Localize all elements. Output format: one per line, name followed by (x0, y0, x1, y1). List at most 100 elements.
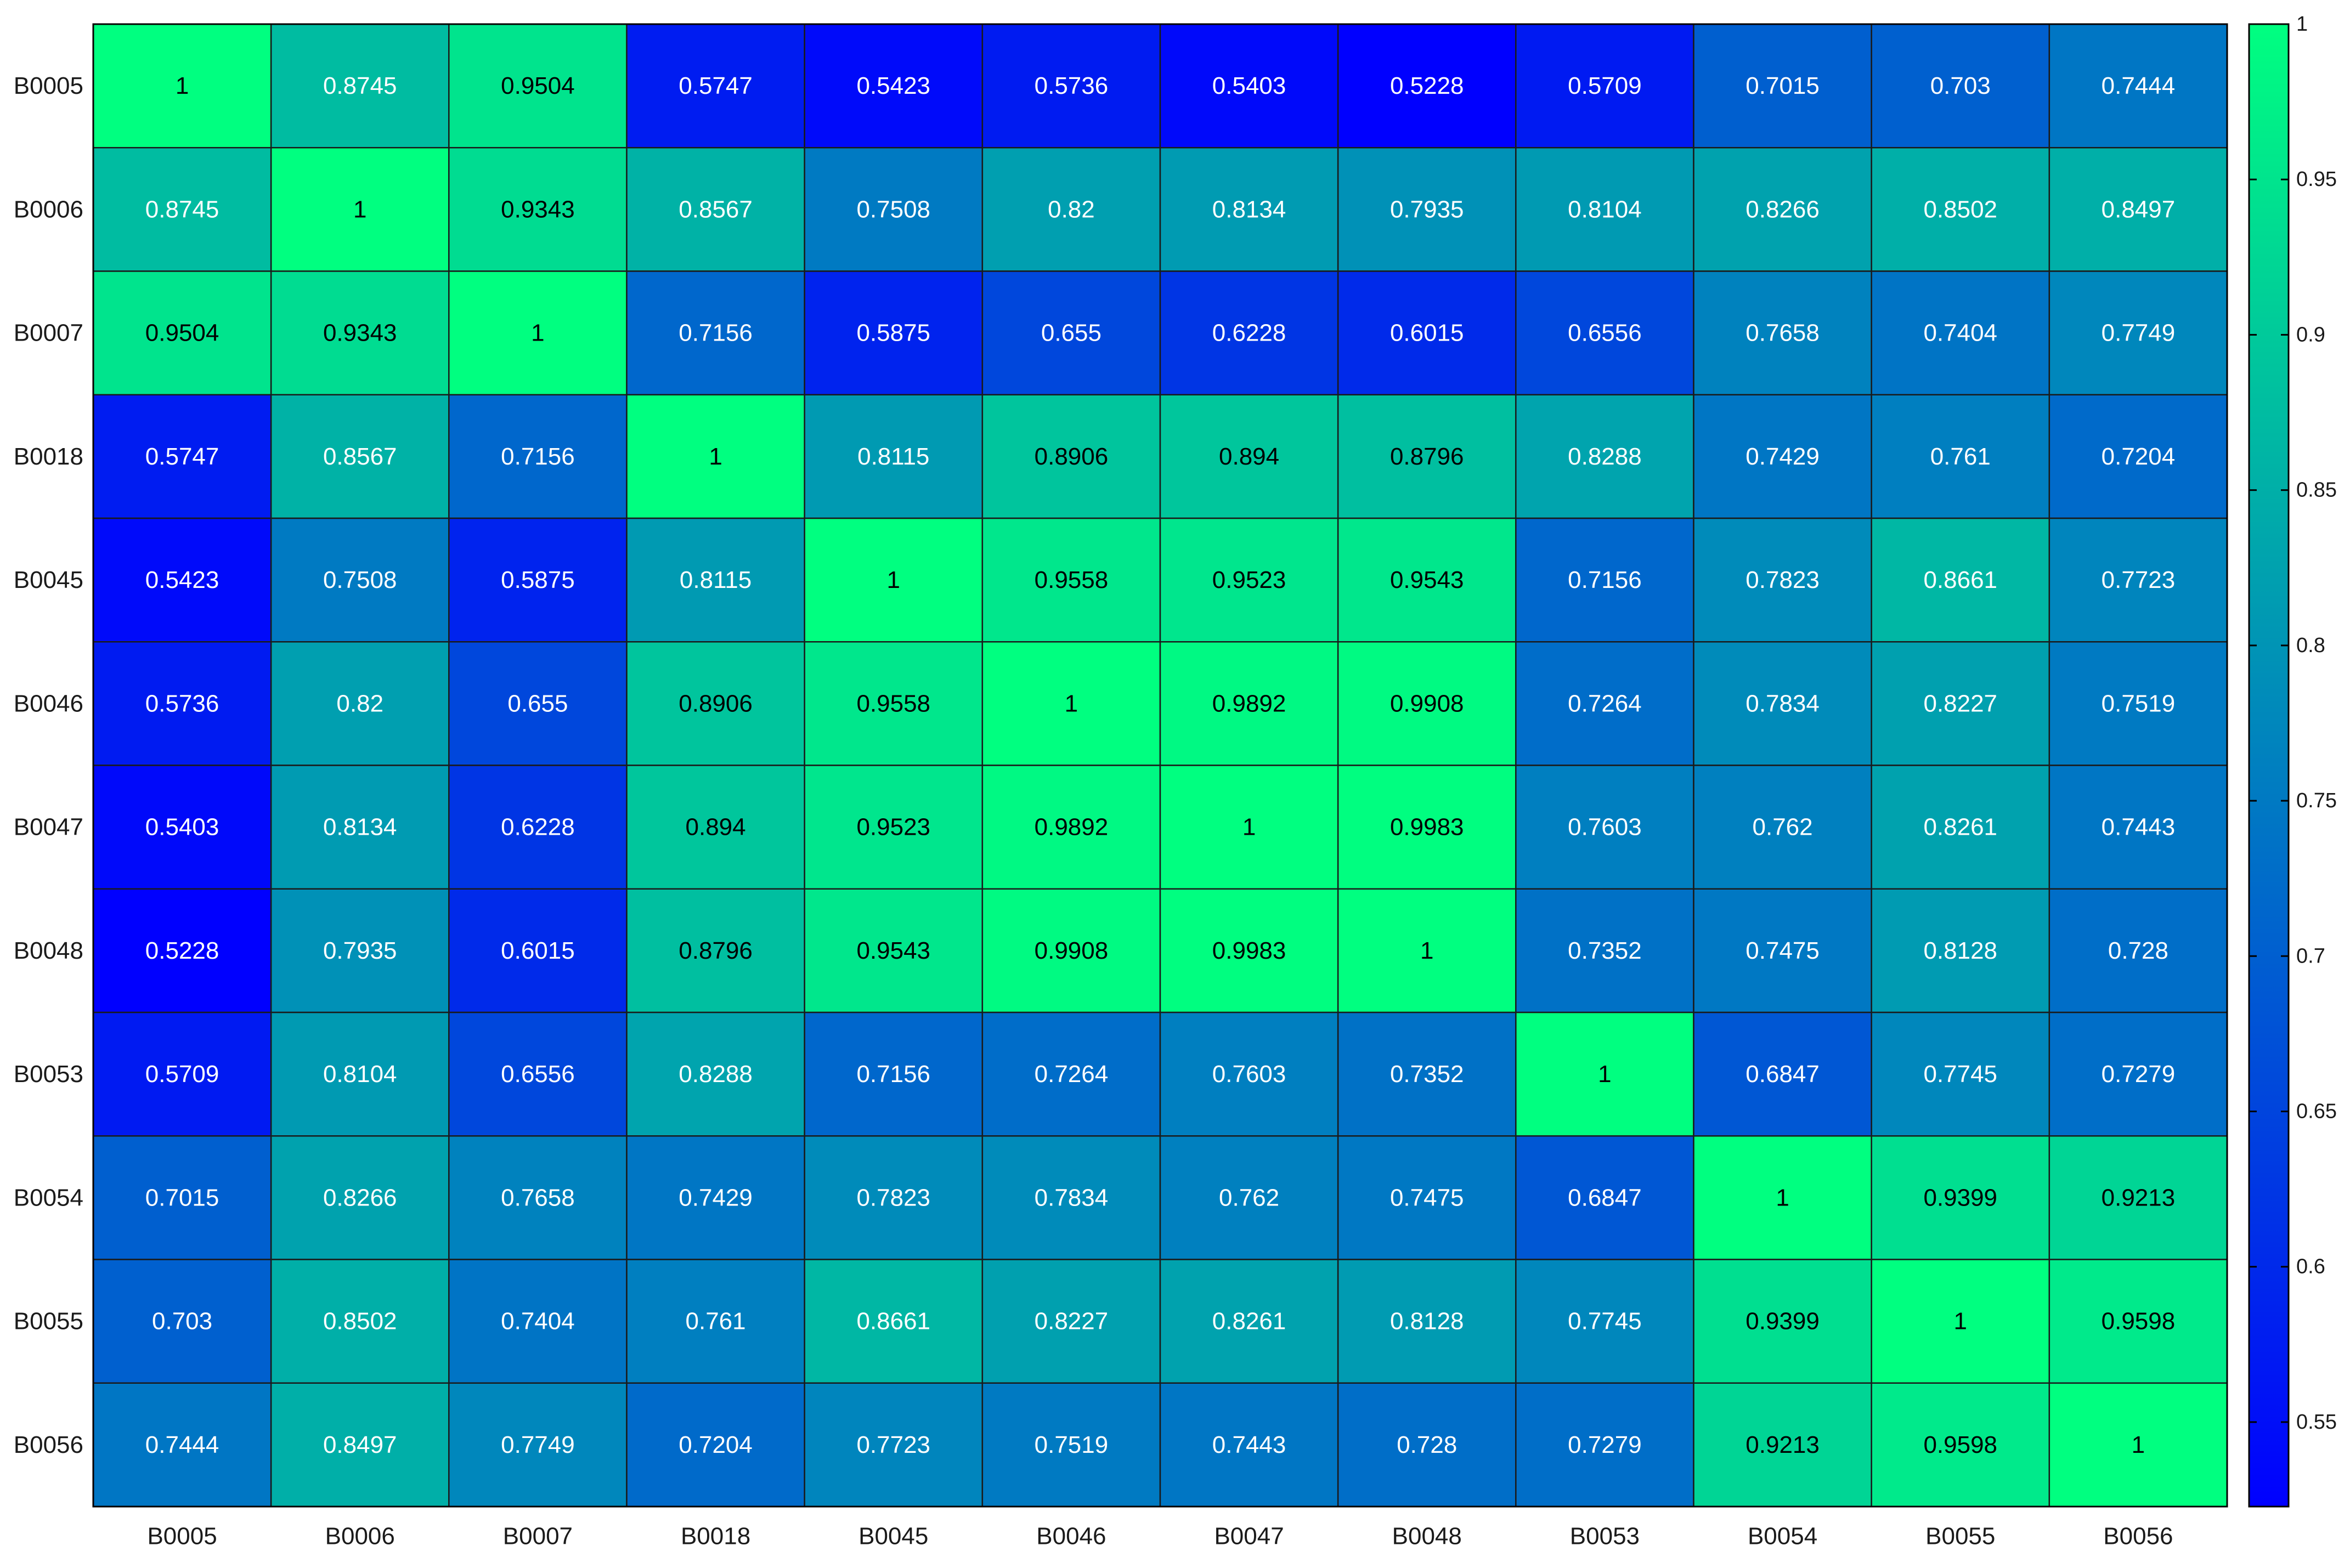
heatmap-cell-label: 0.9598 (2102, 1308, 2176, 1335)
heatmap-cell-label: 0.7723 (856, 1431, 930, 1458)
heatmap-cell (1159, 147, 1339, 272)
heatmap-cell-label: 0.8261 (1212, 1308, 1286, 1335)
heatmap-cell (1337, 1011, 1517, 1137)
heatmap-cell-label: 0.9983 (1390, 814, 1464, 841)
heatmap-cell (1693, 147, 1872, 272)
heatmap-cells (92, 23, 2228, 1508)
heatmap-cell-label: 0.7279 (1568, 1431, 1642, 1458)
heatmap-cell-label: 0.7015 (1745, 72, 1820, 99)
heatmap-cell-label: 0.8104 (1568, 196, 1642, 223)
heatmap-cell-label: 0.703 (152, 1308, 212, 1335)
heatmap-cell (1159, 1135, 1339, 1260)
colorbar-tick-label: 0.75 (2296, 789, 2337, 812)
heatmap-cell-label: 0.7443 (2102, 814, 2176, 841)
heatmap-cell-label: 0.7519 (2102, 690, 2176, 717)
heatmap-cell (448, 1135, 628, 1260)
heatmap-cell-label: 0.9543 (1390, 567, 1464, 593)
heatmap-cell (92, 517, 272, 643)
x-tick-label: B0054 (1748, 1523, 1817, 1550)
heatmap-cell-label: 0.7444 (145, 1431, 219, 1458)
x-tick-label: B0018 (681, 1523, 750, 1550)
heatmap-cell-labels: 1 0.8745 0.9504 0.5747 0.5423 0.5736 0.5403 0.5… (145, 72, 2175, 1458)
heatmap-cell (1693, 1259, 1872, 1384)
heatmap-cell (1515, 517, 1694, 643)
heatmap-cell-label: 0.7508 (856, 196, 930, 223)
colorbar-tick-label: 0.8 (2296, 634, 2325, 657)
heatmap-cell-label: 0.6556 (1568, 320, 1642, 347)
heatmap-cell-label: 1 (176, 72, 189, 99)
x-tick-label: B0045 (858, 1523, 928, 1550)
heatmap-cell (1871, 1382, 2050, 1508)
heatmap-cell (1159, 1011, 1339, 1137)
heatmap-cell-label: 0.5423 (856, 72, 930, 99)
heatmap-cell-label: 0.7745 (1568, 1308, 1642, 1335)
heatmap-cell (1159, 1259, 1339, 1384)
colorbar-tick-label: 0.65 (2296, 1100, 2337, 1123)
heatmap-cell (981, 765, 1161, 890)
heatmap-cell-label: 0.7279 (2102, 1061, 2176, 1088)
heatmap-cell (626, 888, 805, 1014)
heatmap-cell-label: 0.9598 (1923, 1431, 1997, 1458)
heatmap-cell-label: 0.7519 (1035, 1431, 1109, 1458)
heatmap-cell (1871, 765, 2050, 890)
heatmap-cell-label: 0.894 (1219, 443, 1279, 470)
heatmap-cell-label: 0.8745 (323, 72, 397, 99)
heatmap-cell (1693, 888, 1872, 1014)
heatmap-cell (1871, 394, 2050, 519)
y-tick-label: B0055 (14, 1308, 83, 1335)
heatmap-cell (1693, 23, 1872, 149)
y-tick-label: B0056 (14, 1431, 83, 1458)
heatmap-cell (270, 517, 450, 643)
heatmap-cell-label: 0.6847 (1745, 1061, 1820, 1088)
heatmap-cell (270, 888, 450, 1014)
heatmap-cell (1337, 147, 1517, 272)
heatmap-cell-label: 0.8661 (1923, 567, 1997, 593)
heatmap-cell-label: 0.7352 (1568, 937, 1642, 964)
heatmap-cell-label: 0.7823 (1745, 567, 1820, 593)
heatmap-cell-label: 0.7444 (2102, 72, 2176, 99)
heatmap-cell (2048, 888, 2228, 1014)
heatmap-cell (92, 270, 272, 395)
heatmap-cell-label: 0.8288 (679, 1061, 753, 1088)
heatmap-cell (1515, 147, 1694, 272)
heatmap-cell (1693, 641, 1872, 766)
heatmap-cell (804, 1259, 984, 1384)
heatmap-cell-label: 0.7156 (679, 320, 753, 347)
heatmap-cell (448, 765, 628, 890)
heatmap-cell-label: 0.7443 (1212, 1431, 1286, 1458)
heatmap-cell-label: 0.8128 (1923, 937, 1997, 964)
heatmap-cell (626, 1135, 805, 1260)
heatmap-cell (2048, 765, 2228, 890)
y-tick-label: B0046 (14, 690, 83, 717)
heatmap-cell (2048, 270, 2228, 395)
heatmap-cell-label: 0.9543 (856, 937, 930, 964)
heatmap-cell (1693, 765, 1872, 890)
heatmap-cell-label: 0.7156 (856, 1061, 930, 1088)
heatmap-cell-label: 0.8796 (679, 937, 753, 964)
heatmap-cell (1871, 888, 2050, 1014)
heatmap-cell-label: 0.7015 (145, 1184, 219, 1211)
heatmap-cell (448, 1011, 628, 1137)
y-tick-label: B0006 (14, 196, 83, 223)
heatmap-cell-label: 0.8567 (679, 196, 753, 223)
heatmap-cell (1871, 1011, 2050, 1137)
x-tick-label: B0046 (1036, 1523, 1106, 1550)
heatmap-cell-label: 0.7264 (1568, 690, 1642, 717)
heatmap-cell-label: 0.9983 (1212, 937, 1286, 964)
heatmap-cell (1159, 641, 1339, 766)
heatmap-cell (2048, 1135, 2228, 1260)
heatmap-cell-label: 0.7935 (1390, 196, 1464, 223)
heatmap-cell-label: 1 (353, 196, 366, 223)
heatmap-cell (804, 765, 984, 890)
heatmap-cell (270, 1011, 450, 1137)
heatmap-cell-label: 0.5228 (145, 937, 219, 964)
heatmap-cell (270, 765, 450, 890)
heatmap-cell-label: 0.5403 (1212, 72, 1286, 99)
heatmap-cell-label: 0.703 (1930, 72, 1991, 99)
heatmap-cell (92, 765, 272, 890)
heatmap-cell-label: 0.761 (686, 1308, 746, 1335)
heatmap-cell-label: 0.7429 (1745, 443, 1820, 470)
heatmap-cell-label: 0.9343 (323, 320, 397, 347)
heatmap-cell-label: 0.9504 (501, 72, 575, 99)
colorbar-tick-label: 0.95 (2296, 168, 2337, 191)
